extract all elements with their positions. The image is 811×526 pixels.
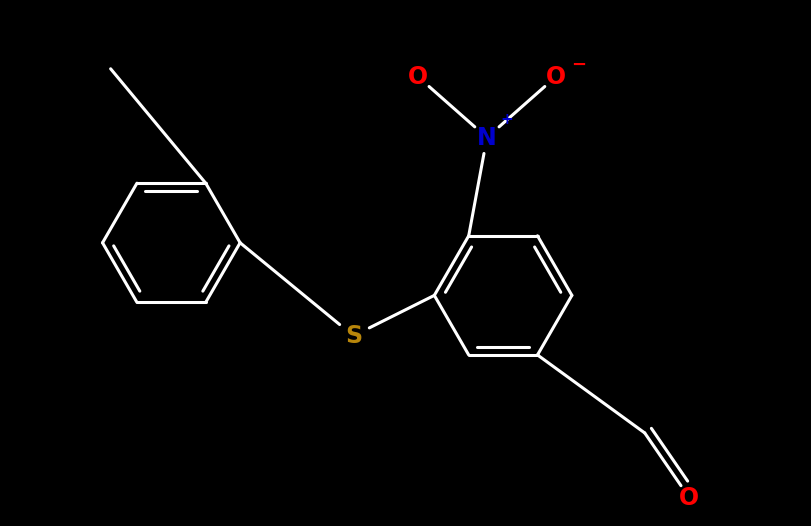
Text: −: − bbox=[570, 56, 586, 74]
Text: S: S bbox=[345, 324, 362, 348]
Text: O: O bbox=[408, 65, 427, 89]
Text: O: O bbox=[545, 65, 565, 89]
Text: N: N bbox=[476, 126, 496, 149]
Text: +: + bbox=[500, 112, 513, 127]
Text: O: O bbox=[678, 485, 698, 510]
